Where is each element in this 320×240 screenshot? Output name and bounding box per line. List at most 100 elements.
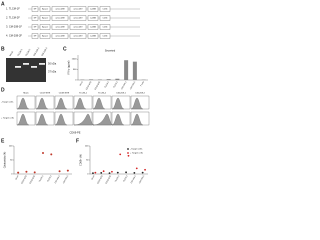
legend-swatch: [127, 148, 129, 150]
bar: [89, 79, 94, 80]
y-tick-label: 500: [73, 69, 77, 71]
domain-label: CD3ζ: [103, 9, 108, 11]
domain-box: [31, 24, 39, 30]
histogram: [35, 113, 49, 126]
domain-label: Spacer: [42, 27, 49, 29]
histogram: [130, 113, 144, 126]
x-tick-label: CM-208-2: [130, 81, 137, 90]
blot: [6, 58, 46, 82]
domain-box: [99, 24, 111, 30]
domain-label: anti-CD38: [55, 17, 65, 20]
domain-box: [39, 24, 51, 30]
x-axis-label: CD69-PE: [70, 131, 81, 135]
dot: [111, 170, 113, 173]
domain-label: anti-CD19: [73, 8, 83, 11]
panel-label: E: [1, 138, 5, 144]
panel-title: Secreted: [105, 49, 116, 53]
domain-box: [39, 33, 51, 39]
domain-label: 4-1BB: [90, 36, 96, 38]
dot: [42, 152, 44, 154]
domain-box: [87, 6, 99, 12]
x-tick-label: CD19 BTE: [86, 81, 93, 91]
domain-box: [51, 15, 69, 21]
histogram: [111, 97, 125, 110]
panel-label: A: [1, 1, 5, 7]
domain-box: [69, 24, 87, 30]
x-tick-label: TLCM-1: [105, 81, 111, 89]
panel-label: C: [63, 46, 67, 52]
domain-label: anti-CD19: [73, 26, 83, 29]
y-axis-label: IFN-γ (pg/ml): [68, 60, 71, 74]
y-tick-label: 50: [86, 160, 89, 162]
column-label: TLCM-2: [98, 93, 107, 95]
domain-box: [87, 15, 99, 21]
bar: [132, 61, 137, 80]
histogram: [130, 97, 144, 110]
domain-label: anti-CD19: [73, 35, 83, 38]
construct-name: 1. TLCM-1F: [6, 7, 20, 11]
domain-box: [69, 33, 87, 39]
panel-label: D: [1, 87, 5, 93]
construct-name: 3. CM-208-1F: [6, 25, 22, 29]
dot: [133, 171, 136, 174]
x-tick-label: Mock: [91, 175, 95, 180]
domain-box: [31, 6, 39, 12]
histogram: [35, 97, 49, 110]
domain-label: SP: [34, 27, 37, 29]
domain-label: SP: [34, 36, 37, 38]
domain-label: anti-CD38: [55, 35, 65, 38]
legend-swatch: [127, 152, 129, 154]
band: [39, 63, 45, 65]
domain-box: [87, 33, 99, 39]
band: [23, 63, 29, 65]
dot: [92, 172, 94, 175]
domain-box: [99, 33, 111, 39]
row-label: - Target cells: [1, 101, 14, 104]
dot: [144, 168, 146, 171]
lane-label: CM-208-1: [34, 47, 41, 57]
dot: [58, 170, 61, 173]
x-tick-label: TLCM-1: [115, 175, 121, 183]
dot: [119, 153, 122, 156]
histogram: [73, 113, 95, 126]
domain-box: [51, 24, 69, 30]
x-tick-label: CD19 BTE: [97, 175, 104, 185]
histogram: [111, 113, 125, 126]
x-tick-label: TLCM-2: [113, 81, 119, 89]
domain-label: Spacer: [42, 18, 49, 20]
legend-label: + Target cells: [130, 152, 144, 155]
domain-label: 4-1BB: [90, 27, 96, 29]
x-tick-label: Mock: [80, 81, 84, 86]
column-label: Mock: [23, 93, 29, 95]
domain-box: [51, 33, 69, 39]
column-label: CD19 BTE: [40, 93, 51, 95]
dot: [25, 170, 28, 173]
lane-label: CM-208-2: [42, 47, 49, 57]
dot: [127, 154, 130, 157]
band: [31, 66, 37, 68]
domain-label: anti-CD38: [55, 26, 65, 29]
construct-name: 4. CM-208-2F: [6, 34, 22, 38]
domain-label: Spacer: [42, 9, 49, 11]
column-label: CM-208-1: [116, 93, 127, 95]
band: [15, 66, 21, 68]
column-label: CM-208-2: [135, 93, 146, 95]
x-tick-label: CM-208-2: [63, 175, 70, 184]
marker-label: 50 kDa: [48, 62, 57, 66]
bar: [124, 60, 129, 80]
x-tick-label: CM-208-1: [55, 175, 62, 184]
domain-box: [51, 6, 69, 12]
histogram: [54, 113, 68, 126]
y-axis-label: Cytotoxicity (%): [4, 151, 7, 168]
y-tick-label: 0: [87, 174, 89, 176]
domain-box: [31, 15, 39, 21]
y-tick-label: 50: [10, 160, 13, 162]
y-tick-label: 100: [9, 146, 13, 148]
histogram: [16, 113, 30, 126]
column-label: CD38 BTE: [59, 93, 70, 95]
row-label: + Target cells: [1, 117, 15, 120]
x-tick-label: TLCM-1: [39, 175, 45, 183]
domain-label: anti-CD19: [73, 17, 83, 20]
domain-label: Spacer: [42, 36, 49, 38]
domain-box: [87, 24, 99, 30]
